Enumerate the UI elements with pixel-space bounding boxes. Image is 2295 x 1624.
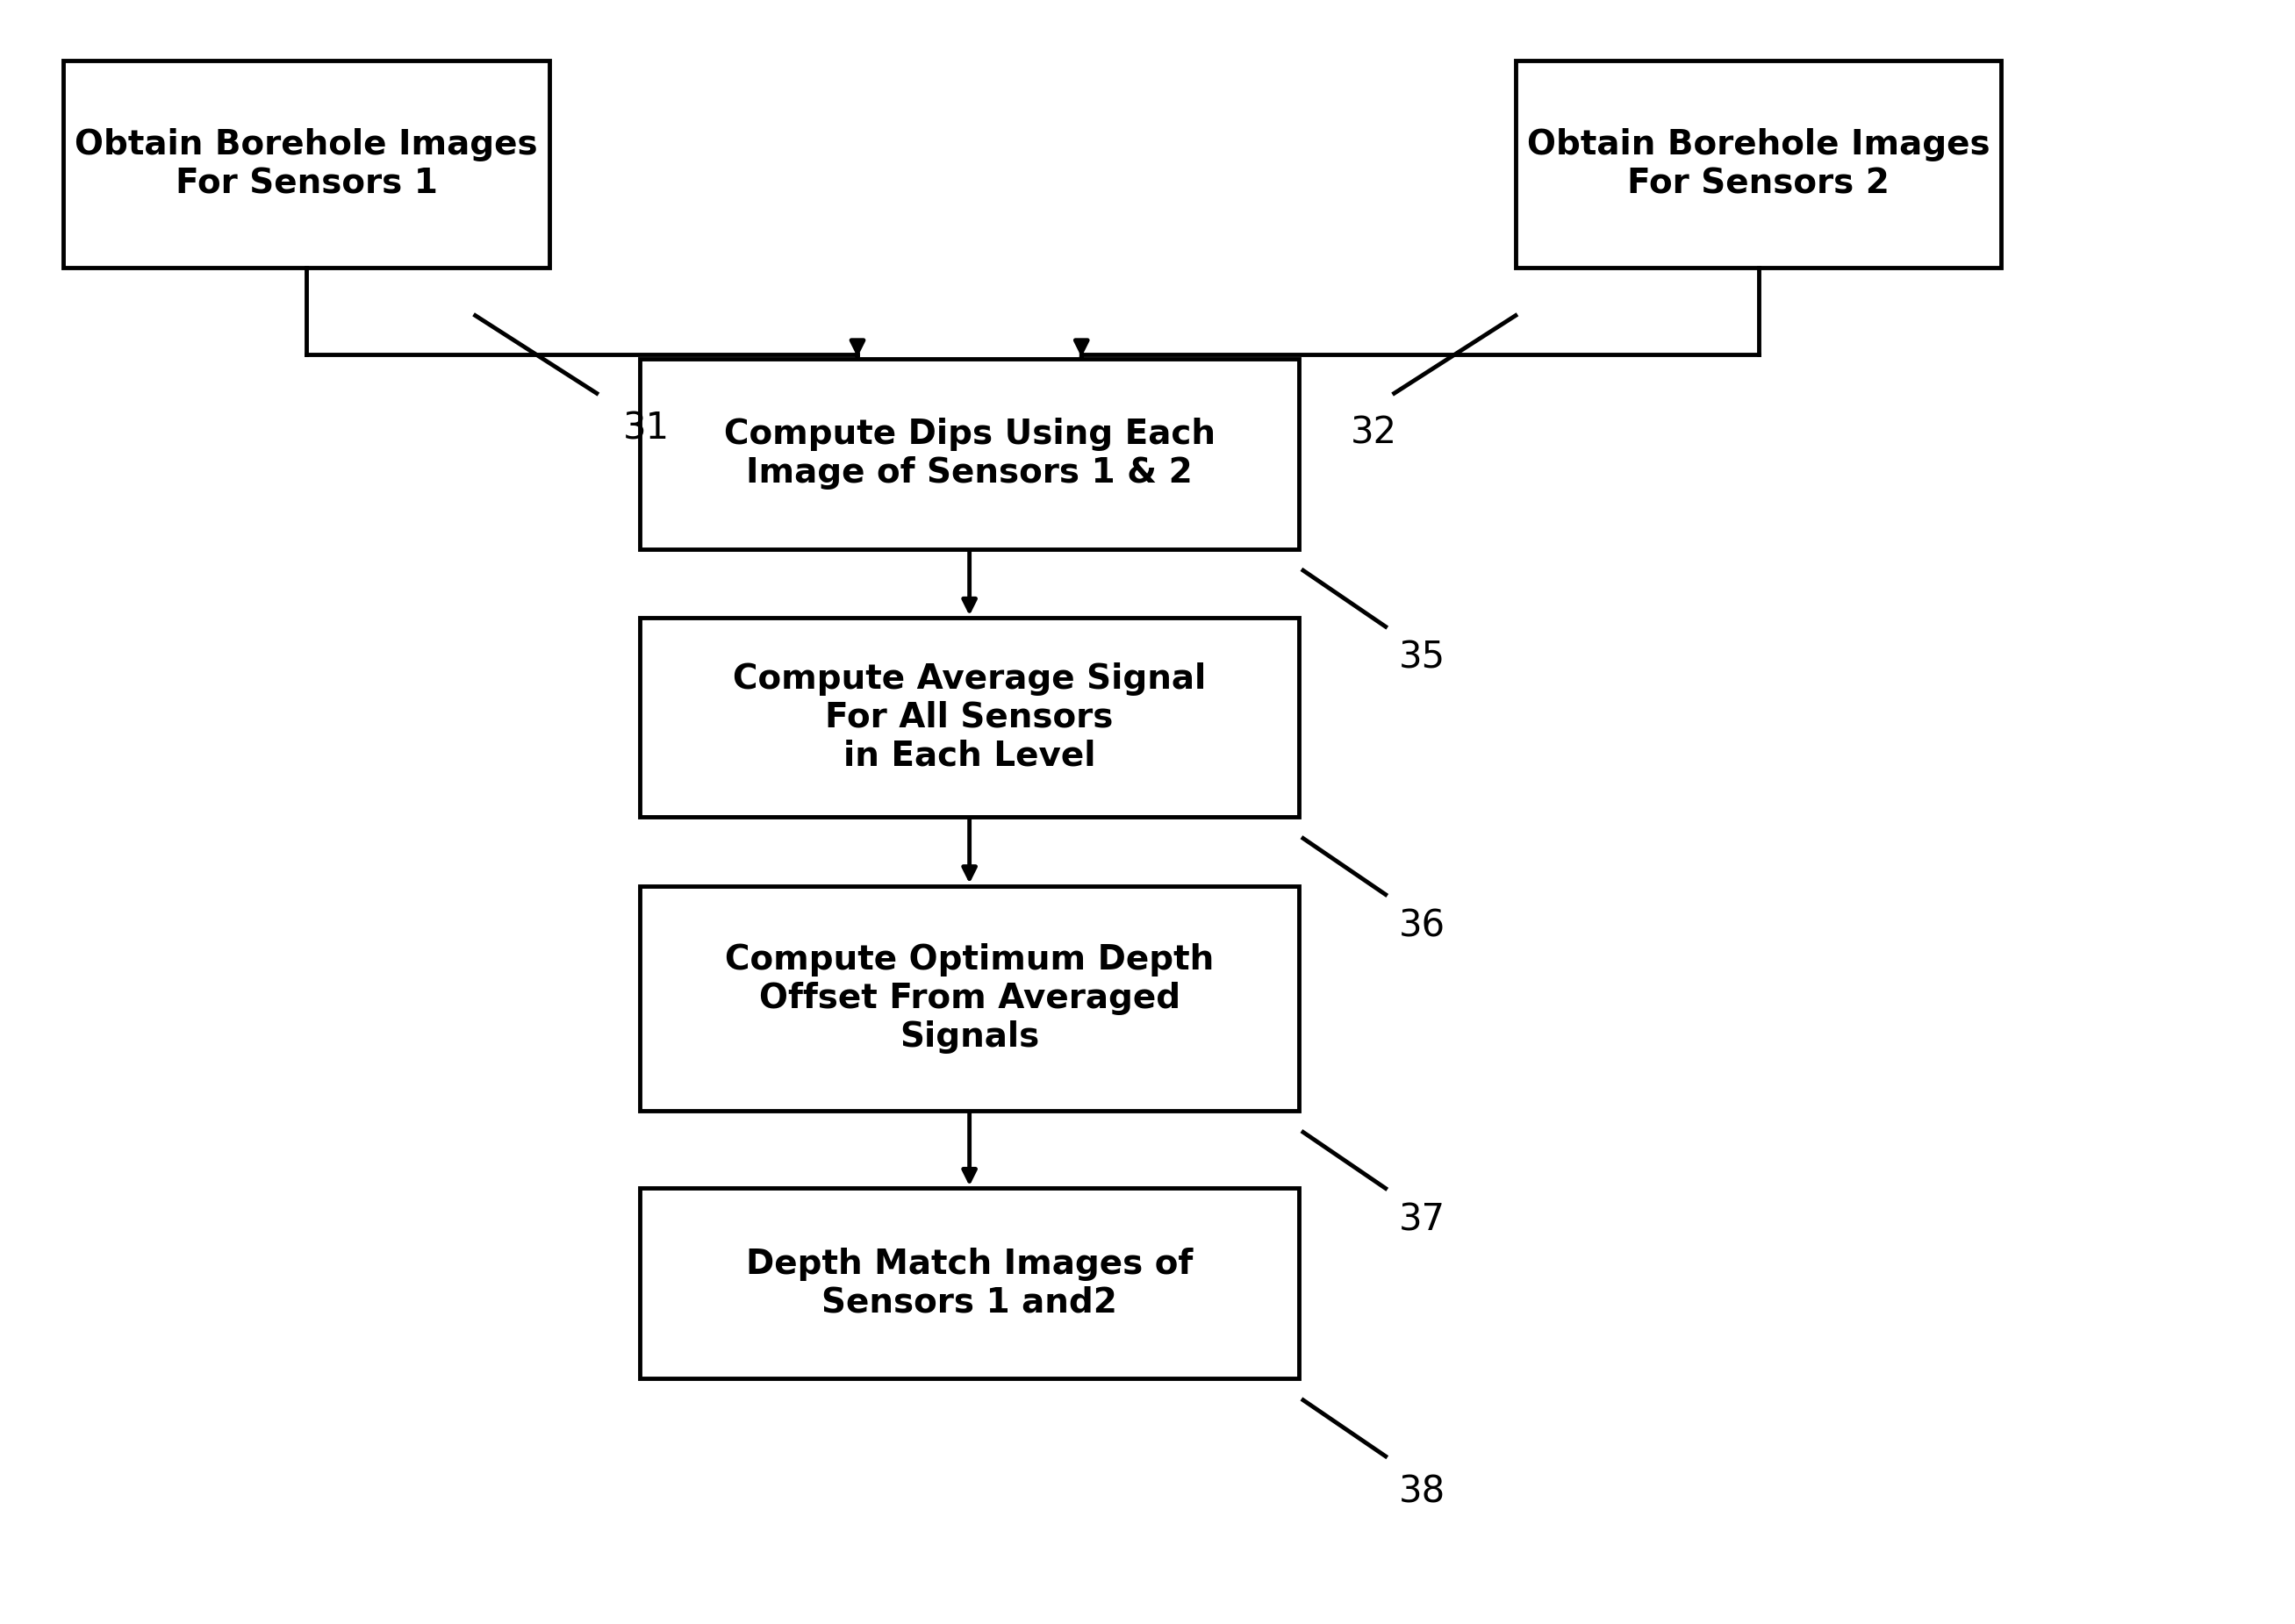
FancyBboxPatch shape	[64, 60, 549, 268]
Text: 32: 32	[1352, 414, 1398, 451]
Text: Depth Match Images of
Sensors 1 and2: Depth Match Images of Sensors 1 and2	[746, 1247, 1193, 1319]
Text: 36: 36	[1398, 908, 1446, 944]
Text: 37: 37	[1398, 1202, 1446, 1237]
Text: Obtain Borehole Images
For Sensors 1: Obtain Borehole Images For Sensors 1	[76, 128, 537, 200]
Text: Compute Optimum Depth
Offset From Averaged
Signals: Compute Optimum Depth Offset From Averag…	[725, 944, 1214, 1054]
FancyBboxPatch shape	[640, 359, 1299, 549]
Text: Compute Average Signal
For All Sensors
in Each Level: Compute Average Signal For All Sensors i…	[732, 663, 1207, 773]
Text: 38: 38	[1398, 1473, 1446, 1510]
FancyBboxPatch shape	[1515, 60, 2001, 268]
FancyBboxPatch shape	[640, 1189, 1299, 1379]
Text: 31: 31	[622, 411, 670, 448]
Text: 35: 35	[1398, 640, 1446, 677]
FancyBboxPatch shape	[640, 885, 1299, 1111]
Text: Compute Dips Using Each
Image of Sensors 1 & 2: Compute Dips Using Each Image of Sensors…	[723, 417, 1214, 490]
Text: Obtain Borehole Images
For Sensors 2: Obtain Borehole Images For Sensors 2	[1526, 128, 1990, 200]
FancyBboxPatch shape	[640, 619, 1299, 817]
